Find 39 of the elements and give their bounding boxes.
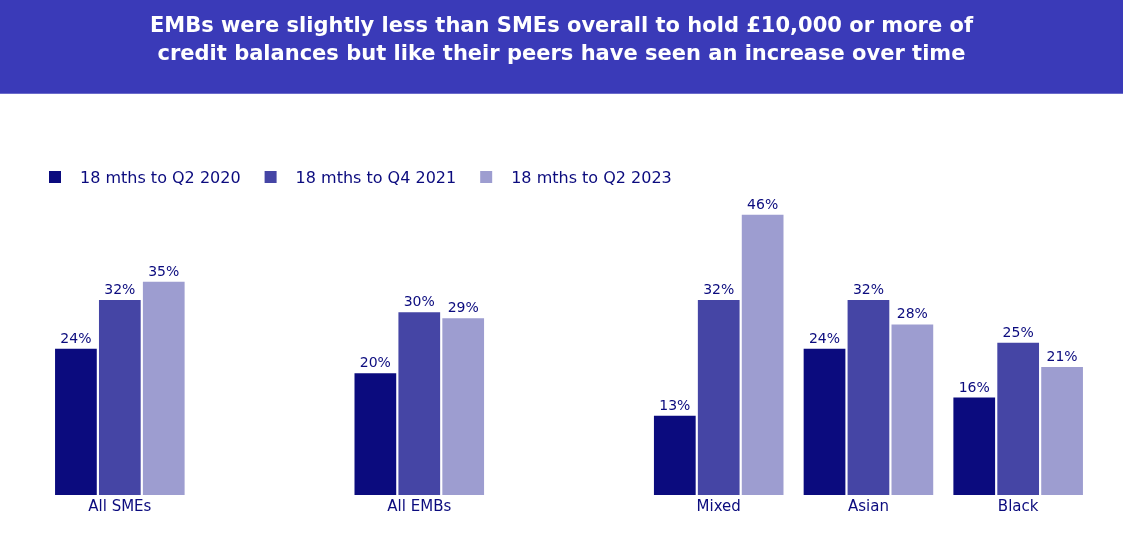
x-tick-label: Asian: [847, 497, 889, 515]
bar: [997, 342, 1040, 495]
data-label: 46%: [747, 195, 779, 212]
data-label: 32%: [852, 281, 885, 298]
bar: [98, 300, 141, 495]
bar: [697, 300, 740, 495]
x-tick-label: All SMEs: [88, 497, 152, 515]
data-label: 28%: [896, 305, 928, 322]
bar: [55, 348, 97, 495]
bar: [354, 373, 397, 495]
data-label: 20%: [359, 354, 391, 371]
data-label: 29%: [447, 299, 479, 316]
data-label: 24%: [808, 329, 841, 346]
bar: [398, 312, 441, 495]
data-label: 13%: [659, 396, 691, 413]
data-label: 25%: [1002, 323, 1034, 340]
chart-title: EMBs were slightly less than SMEs overall to hold £10,000 or more of credit balances but like their peers have seen an increase over time: [149, 13, 974, 65]
legend-label: 18 mths to Q2 2023: [511, 168, 672, 188]
bar: [442, 318, 485, 495]
bar: [741, 214, 784, 495]
data-label: 30%: [403, 293, 435, 310]
x-tick-label: All EMBs: [387, 497, 452, 515]
bar: [653, 415, 696, 495]
bar: [847, 300, 890, 495]
legend-label: 18 mths to Q4 2021: [295, 168, 457, 188]
x-tick-label: Black: [997, 497, 1039, 515]
bar: [953, 397, 996, 495]
data-label: 16%: [958, 378, 990, 395]
data-label: 35%: [148, 262, 180, 279]
x-tick-label: Mixed: [696, 497, 741, 515]
legend-label: 18 mths to Q2 2020: [80, 168, 241, 188]
bar: [803, 348, 846, 495]
data-label: 32%: [104, 281, 136, 298]
bar: [891, 324, 934, 495]
bar: [142, 281, 185, 495]
bar: [1041, 367, 1083, 495]
data-label: 24%: [60, 329, 92, 346]
data-label: 32%: [703, 281, 735, 298]
data-label: 21%: [1046, 348, 1078, 365]
